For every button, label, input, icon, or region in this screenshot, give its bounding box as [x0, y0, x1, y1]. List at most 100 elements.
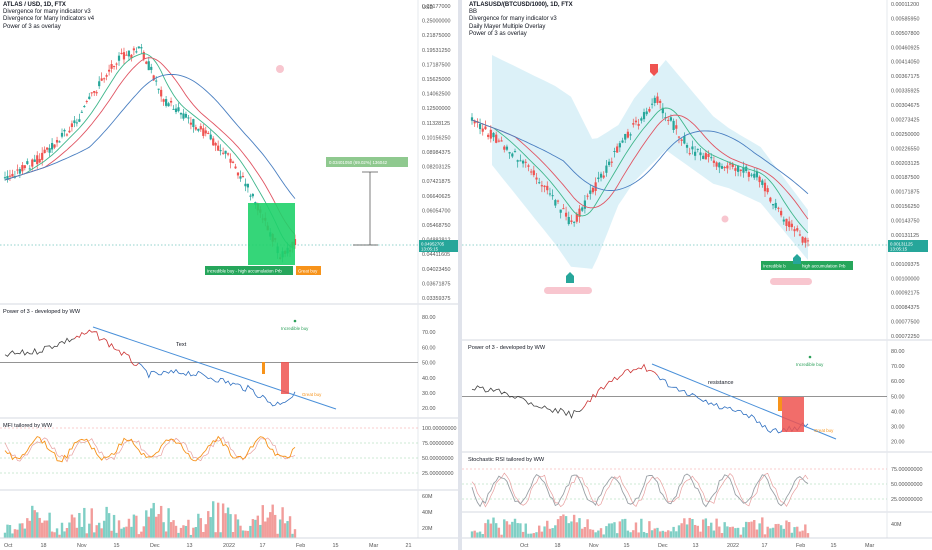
candle-body [723, 167, 726, 169]
candle-body [155, 80, 158, 82]
candle-body [174, 108, 178, 113]
oscillator-tick-label: 25.00000000 [891, 497, 922, 503]
price-tick-label: 0.00092175 [891, 291, 919, 297]
candle-body [160, 89, 163, 97]
volume-bar [583, 527, 587, 538]
candle-body [758, 176, 761, 183]
candle-body [782, 219, 785, 222]
volume-bar [758, 523, 761, 538]
candle-body [73, 120, 76, 124]
candle-body [710, 157, 713, 159]
volume-bar [209, 517, 212, 538]
volume-bar [269, 512, 272, 538]
volume-bar [273, 514, 277, 538]
sell-marker [650, 64, 658, 76]
volume-bar [216, 502, 220, 538]
candle-body [699, 152, 702, 156]
power3-tick-label: 60.00 [891, 379, 905, 385]
candle-body [597, 177, 600, 180]
left-indicator-3: Power of 3 as overlay [3, 23, 61, 30]
volume-bar [179, 527, 183, 538]
candle-body [53, 144, 56, 148]
volume-bar [6, 524, 9, 538]
candle-body [470, 117, 474, 121]
volume-bar [239, 525, 242, 538]
candle-body [197, 128, 200, 131]
volume-bar [93, 532, 96, 538]
last-price-time: 13:05:15 [890, 247, 908, 252]
candle-body [680, 139, 683, 141]
price-tick-label: 0.00367175 [891, 74, 919, 80]
volume-bar [23, 528, 27, 538]
candle-body [117, 55, 121, 61]
candle-body [224, 150, 227, 154]
volume-bar [88, 523, 91, 538]
volume-bar [117, 520, 121, 538]
candle-body [38, 158, 41, 163]
volume-bar [653, 528, 656, 538]
volume-bar [278, 519, 282, 538]
price-tick-label: 0.00171875 [891, 190, 919, 196]
price-tick-label: 0.00414050 [891, 60, 919, 66]
left-chart-pane[interactable]: ATLAS / USD, 1D, FTX Divergence for many… [0, 0, 458, 550]
price-tick-label: 0.25000000 [422, 19, 450, 25]
candle-body [589, 190, 592, 194]
power3-red-bar [281, 362, 289, 394]
candle-body [637, 123, 640, 126]
volume-bar [650, 530, 654, 538]
candle-body [70, 123, 74, 127]
volume-bar [527, 533, 530, 538]
volume-bar [739, 534, 742, 538]
volume-bar [508, 524, 511, 538]
volume-bar [137, 534, 141, 538]
volume-bar [529, 533, 533, 538]
pane-divider[interactable] [458, 0, 462, 550]
volume-bar [16, 529, 19, 538]
candle-body [720, 166, 724, 169]
candle-body [103, 78, 106, 80]
volume-bar [95, 525, 98, 538]
left-chart-svg: 0.28177000 0.25000000 0.21875000 0.19531250… [0, 0, 458, 549]
power3-trendline [92, 326, 337, 410]
volume-bar [13, 529, 17, 538]
candle-body [785, 218, 788, 226]
candle-body [524, 161, 527, 163]
date-tick-label: 15 [624, 543, 630, 549]
price-tick-label: 0.17187500 [422, 62, 450, 68]
date-tick-label: 13 [187, 543, 193, 549]
candle-body [6, 175, 9, 181]
volume-bar [70, 514, 74, 538]
right-indicator-2: Divergence for many indicator v3 [469, 16, 557, 23]
volume-bar [806, 533, 810, 538]
volume-bar [626, 530, 630, 538]
candle-body [162, 99, 165, 102]
volume-bar [256, 515, 260, 538]
candle-body [492, 132, 495, 138]
candle-body [98, 81, 101, 87]
candle-body [179, 112, 183, 115]
volume-bar [696, 525, 699, 538]
volume-bar [715, 518, 718, 538]
candle-body [241, 175, 245, 178]
price-tick-label: 0.21875000 [422, 33, 450, 39]
volume-bar [691, 519, 694, 538]
candle-body [231, 161, 235, 163]
price-tick-label: 0.04023450 [422, 267, 450, 273]
candle-body [755, 171, 759, 178]
ma-blue-line [4, 73, 296, 199]
candle-body [675, 125, 678, 129]
volume-bar [570, 521, 573, 538]
power3-tick-label: 50.00 [422, 361, 436, 367]
left-title: ATLAS / USD, 1D, FTX [3, 2, 66, 8]
candle-body [739, 169, 742, 171]
power3-tick-label: 70.00 [891, 364, 905, 370]
volume-bar [102, 520, 106, 538]
volume-bar [281, 507, 284, 538]
power3-line-red [74, 329, 140, 366]
right-chart-pane[interactable]: ATLASUSD/(BTCUSD/1000), 1D, FTX BB Diver… [462, 0, 932, 550]
price-tick-label: 0.08203125 [422, 165, 450, 171]
candle-body [562, 208, 565, 210]
volume-bar [476, 532, 479, 538]
candle-body [26, 161, 29, 165]
volume-bar [785, 520, 788, 538]
